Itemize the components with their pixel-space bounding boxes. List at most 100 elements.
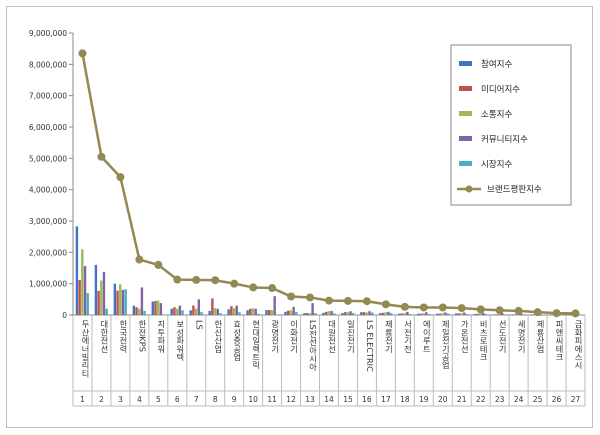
bar-1-cat-4 — [132, 305, 136, 315]
y-tick-label: 3,000,000 — [29, 217, 67, 226]
bar-2-cat-7 — [192, 305, 195, 315]
bar-2-cat-22 — [476, 313, 480, 315]
brand-index-point-9 — [230, 279, 239, 288]
category-label: LS ELECTRIC — [365, 320, 375, 372]
category-label: 한신산업 — [213, 320, 223, 353]
brand-index-point-7 — [192, 275, 201, 284]
bar-1-cat-15 — [341, 313, 344, 315]
bar-3-cat-11 — [270, 309, 274, 315]
bar-3-cat-3 — [119, 284, 122, 315]
legend-swatch-1 — [459, 61, 472, 66]
brand-index-point-4 — [135, 255, 144, 264]
bar-4-cat-5 — [159, 303, 163, 315]
category-index-label: 5 — [156, 395, 161, 404]
bar-3-cat-13 — [308, 313, 312, 315]
brand-index-point-5 — [154, 260, 163, 269]
bar-4-cat-21 — [463, 312, 466, 315]
bar-4-cat-22 — [482, 312, 485, 315]
brand-index-point-26 — [552, 309, 561, 318]
bar-2-cat-21 — [457, 313, 461, 315]
bar-2-cat-13 — [305, 313, 309, 315]
bar-3-cat-18 — [403, 313, 406, 315]
bar-2-cat-17 — [381, 312, 385, 315]
brand-index-point-13 — [306, 293, 315, 302]
category-index-label: 10 — [248, 395, 258, 404]
bar-5-cat-17 — [389, 313, 393, 315]
category-label: 보성파워텍 — [175, 320, 185, 362]
bar-5-cat-21 — [465, 314, 469, 315]
brand-index-point-15 — [343, 296, 352, 305]
bar-4-cat-2 — [102, 272, 106, 315]
y-tick-label: 6,000,000 — [29, 123, 67, 132]
brand-index-point-2 — [97, 152, 106, 161]
bar-2-cat-19 — [419, 313, 423, 315]
bar-5-cat-8 — [219, 313, 222, 315]
bar-4-cat-11 — [273, 296, 276, 315]
brand-index-point-16 — [362, 297, 371, 306]
bar-2-cat-20 — [438, 313, 442, 315]
category-index-label: 16 — [362, 395, 372, 404]
category-label: 선도전기 — [498, 320, 508, 354]
category-label: 효성중공업 — [232, 320, 242, 361]
category-label: 세명전기 — [517, 320, 527, 354]
y-tick-label: 2,000,000 — [29, 248, 67, 257]
bar-5-cat-9 — [238, 312, 241, 315]
bar-2-cat-1 — [78, 279, 81, 315]
bar-3-cat-22 — [479, 313, 482, 315]
x-axis-labels: 두산에너빌리티 1 대한전선 2 한국전력 3 한전KPS 4 지투파워 5 보성파워텍 6 LS 7 한신… — [80, 319, 583, 404]
bar-1-cat-18 — [398, 313, 401, 315]
bar-2-cat-4 — [135, 307, 138, 315]
brand-index-point-6 — [173, 275, 182, 284]
bar-2-cat-2 — [97, 290, 100, 315]
bar-2-cat-15 — [343, 312, 347, 315]
bar-3-cat-20 — [441, 313, 444, 315]
bar-1-cat-22 — [473, 314, 477, 315]
bar-4-cat-19 — [425, 312, 428, 315]
bar-5-cat-24 — [522, 314, 526, 315]
bar-3-cat-16 — [365, 312, 368, 315]
bar-2-cat-24 — [514, 314, 517, 315]
chart-axes — [72, 33, 586, 407]
y-tick-label: 5,000,000 — [29, 154, 67, 163]
brand-index-point-12 — [287, 292, 296, 301]
bar-1-cat-10 — [246, 310, 249, 315]
bar-2-cat-10 — [249, 308, 252, 315]
bar-4-cat-12 — [292, 306, 295, 315]
category-index-label: 13 — [305, 395, 315, 404]
category-index-label: 4 — [137, 395, 142, 404]
category-label: 제룡전기 — [384, 320, 394, 354]
bar-5-cat-10 — [257, 313, 260, 315]
bar-2-cat-18 — [400, 313, 404, 315]
category-index-label: 27 — [571, 395, 581, 404]
bar-1-cat-12 — [284, 311, 287, 315]
bar-2-cat-9 — [230, 306, 233, 315]
bar-3-cat-9 — [232, 308, 236, 315]
bar-2-cat-8 — [211, 298, 214, 315]
bar-3-cat-10 — [251, 308, 255, 315]
bar-5-cat-4 — [143, 310, 146, 315]
bar-1-cat-3 — [113, 283, 117, 315]
category-label: 이화전기 — [289, 319, 299, 354]
bar-3-cat-4 — [138, 308, 141, 315]
category-label: 에이루트 — [422, 320, 432, 353]
bar-1-cat-23 — [492, 314, 496, 315]
bar-5-cat-22 — [484, 314, 488, 315]
category-index-label: 3 — [118, 395, 123, 404]
bar-1-cat-25 — [530, 314, 534, 315]
bar-2-cat-12 — [287, 310, 290, 315]
category-index-label: 25 — [533, 395, 543, 404]
category-index-label: 21 — [457, 395, 467, 404]
category-index-label: 9 — [232, 395, 237, 404]
category-index-label: 15 — [343, 395, 353, 404]
category-label: 한국전력 — [118, 320, 128, 354]
bar-5-cat-20 — [446, 313, 450, 315]
bar-1-cat-17 — [379, 313, 382, 315]
bar-2-cat-23 — [495, 314, 499, 315]
brand-index-point-21 — [457, 304, 466, 313]
bar-1-cat-19 — [417, 313, 420, 315]
bar-1-cat-16 — [360, 312, 363, 315]
bar-4-cat-17 — [387, 311, 390, 315]
category-index-label: 17 — [381, 395, 391, 404]
legend-label-2: 미디어지수 — [481, 84, 520, 95]
